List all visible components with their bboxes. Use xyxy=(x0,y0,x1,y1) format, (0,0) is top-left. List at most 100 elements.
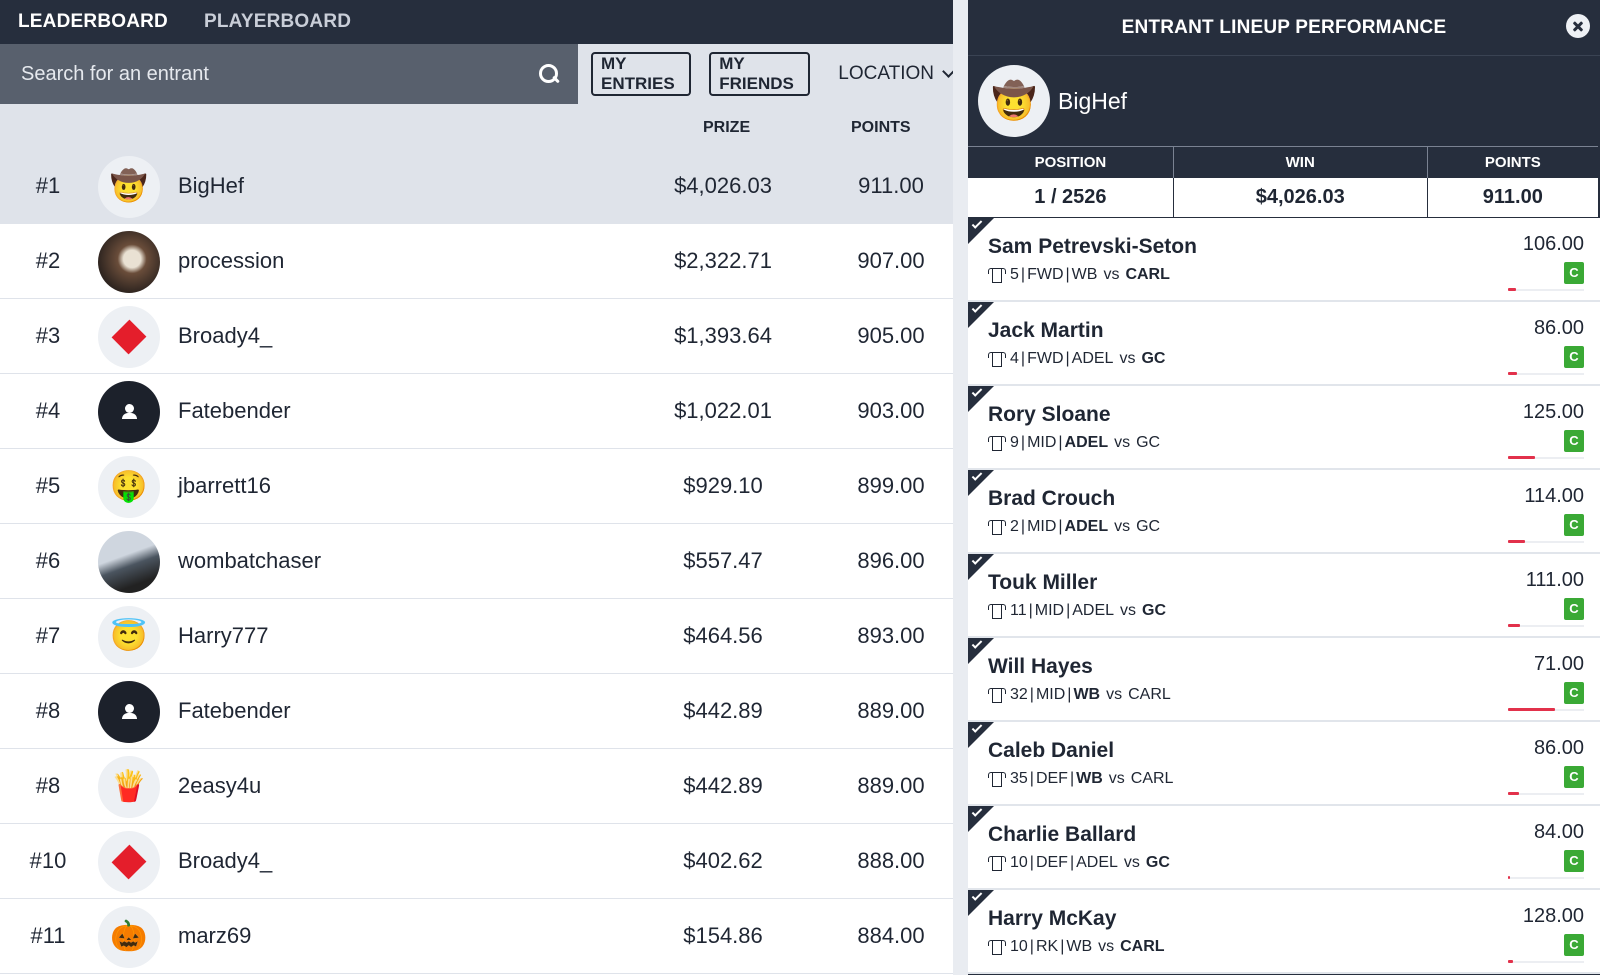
team-home: ADEL xyxy=(1064,433,1109,451)
avatar: 🤠 xyxy=(978,65,1050,137)
jersey-number: 10 xyxy=(1010,853,1028,871)
tab-playerboard[interactable]: PLAYERBOARD xyxy=(203,11,352,32)
team-home: WB xyxy=(1066,937,1093,955)
win-header: WIN xyxy=(1172,146,1428,178)
my-entries-button[interactable]: MY ENTRIES xyxy=(591,52,692,96)
leaderboard-row[interactable]: #1 🤠 BigHef $4,026.03 911.00 xyxy=(0,149,953,224)
points-value: 893.00 xyxy=(857,623,925,648)
player-row[interactable]: Touk Miller 11 | MID | ADEL vs GC 111.00 C xyxy=(968,553,1600,638)
leaderboard-row[interactable]: #6 wombatchaser $557.47 896.00 xyxy=(0,524,953,599)
vs-label: vs xyxy=(1114,517,1131,535)
filter-buttons: MY ENTRIES MY FRIENDS LOCATION xyxy=(578,44,953,104)
rank: #4 xyxy=(35,398,61,423)
player-row[interactable]: Jack Martin 4 | FWD | ADEL vs GC 86.00 C xyxy=(968,301,1600,386)
prize-value: $464.56 xyxy=(683,623,763,648)
jack-o-lantern-icon: 🎃 xyxy=(110,920,148,953)
rank: #11 xyxy=(30,923,66,948)
captain-badge: C xyxy=(1564,345,1584,368)
player-row[interactable]: Sam Petrevski-Seton 5 | FWD | WB vs CARL 106… xyxy=(968,217,1600,302)
leaderboard-row[interactable]: #11 🎃 marz69 $154.86 884.00 xyxy=(0,899,953,974)
player-info: 11 | MID | ADEL vs GC xyxy=(988,602,1166,620)
selected-corner xyxy=(968,301,994,328)
points-value: 889.00 xyxy=(857,773,925,798)
avatar: 🤑 xyxy=(98,456,160,518)
leaderboard-row[interactable]: #8 🍟 2easy4u $442.89 889.00 xyxy=(0,749,953,824)
leaderboard-row[interactable]: #8 Fatebender $442.89 889.00 xyxy=(0,674,953,749)
captain-badge: C xyxy=(1564,765,1584,788)
performance-bar-fill xyxy=(1508,372,1518,375)
entrant-name[interactable]: BigHef xyxy=(178,173,245,198)
entrant-name[interactable]: Fatebender xyxy=(178,698,291,723)
player-info: 10 | RK | WB vs CARL xyxy=(988,938,1165,956)
performance-bar xyxy=(1508,456,1584,459)
performance-bar xyxy=(1508,372,1584,375)
cowboy-face-icon: 🤠 xyxy=(110,170,148,203)
rank: #7 xyxy=(35,623,61,648)
prize-value: $154.86 xyxy=(683,923,763,948)
team-away: CARL xyxy=(1125,265,1170,283)
player-position: DEF xyxy=(1035,769,1068,787)
player-name: Jack Martin xyxy=(988,318,1104,342)
team-away: GC xyxy=(1142,601,1167,619)
leaderboard-row[interactable]: #10 Broady4_ $402.62 888.00 xyxy=(0,824,953,899)
team-home: ADEL xyxy=(1071,349,1114,367)
leaderboard-row[interactable]: #3 Broady4_ $1,393.64 905.00 xyxy=(0,299,953,374)
player-row[interactable]: Harry McKay 10 | RK | WB vs CARL 128.00 C xyxy=(968,889,1600,974)
location-dropdown[interactable]: LOCATION xyxy=(838,63,953,85)
player-row[interactable]: Will Hayes 32 | MID | WB vs CARL 71.00 C xyxy=(968,637,1600,722)
entrant-name[interactable]: wombatchaser xyxy=(178,548,322,573)
selected-corner xyxy=(968,553,994,580)
separator: | xyxy=(1029,769,1034,787)
entrant-name[interactable]: Harry777 xyxy=(178,623,269,648)
leaderboard-row[interactable]: #4 Fatebender $1,022.01 903.00 xyxy=(0,374,953,449)
selected-corner xyxy=(968,385,994,412)
search-icon[interactable] xyxy=(538,63,560,85)
entrant-name[interactable]: marz69 xyxy=(178,923,252,948)
leaderboard-row[interactable]: #7 😇 Harry777 $464.56 893.00 xyxy=(0,599,953,674)
points-value: 899.00 xyxy=(857,473,925,498)
prize-value: $4,026.03 xyxy=(674,173,772,198)
separator: | xyxy=(1060,937,1065,955)
team-away: GC xyxy=(1136,517,1161,535)
entrant-name: BigHef xyxy=(1058,87,1128,114)
player-points: 114.00 xyxy=(1524,484,1584,507)
team-away: CARL xyxy=(1128,685,1171,703)
separator: | xyxy=(1069,853,1075,871)
separator: | xyxy=(1029,853,1034,871)
player-info: 2 | MID | ADEL vs GC xyxy=(988,518,1160,536)
separator: | xyxy=(1058,517,1063,535)
search-input[interactable] xyxy=(21,62,538,86)
close-icon[interactable] xyxy=(1566,14,1590,38)
my-friends-button[interactable]: MY FRIENDS xyxy=(709,52,811,96)
player-name: Caleb Daniel xyxy=(988,738,1115,762)
separator: | xyxy=(1066,601,1071,619)
rank: #5 xyxy=(35,473,61,498)
player-row[interactable]: Rory Sloane 9 | MID | ADEL vs GC 125.00 C xyxy=(968,385,1600,470)
avatar xyxy=(98,231,160,293)
team-home: WB xyxy=(1073,685,1101,703)
entrant-name[interactable]: Broady4_ xyxy=(178,848,273,873)
entrant-name[interactable]: Broady4_ xyxy=(178,323,273,348)
user-icon xyxy=(121,704,137,720)
win-value: $4,026.03 xyxy=(1172,177,1428,217)
player-info: 35 | DEF | WB vs CARL xyxy=(988,770,1173,788)
leaderboard-row[interactable]: #5 🤑 jbarrett16 $929.10 899.00 xyxy=(0,449,953,524)
tab-leaderboard[interactable]: LEADERBOARD xyxy=(18,11,168,32)
entrant-name[interactable]: Fatebender xyxy=(178,398,291,423)
player-points: 125.00 xyxy=(1522,400,1584,423)
player-row[interactable]: Brad Crouch 2 | MID | ADEL vs GC 114.00 C xyxy=(968,469,1600,554)
points-value: 907.00 xyxy=(857,248,925,273)
halo-face-icon: 😇 xyxy=(110,620,148,653)
team-home: ADEL xyxy=(1064,517,1109,535)
entrant-name[interactable]: procession xyxy=(178,248,285,273)
player-name: Rory Sloane xyxy=(988,402,1111,426)
player-name: Touk Miller xyxy=(988,570,1098,594)
entrant-name[interactable]: 2easy4u xyxy=(178,773,262,798)
player-row[interactable]: Caleb Daniel 35 | DEF | WB vs CARL 86.00 C xyxy=(968,721,1600,806)
entrant-name[interactable]: jbarrett16 xyxy=(178,473,271,498)
team-away: GC xyxy=(1136,433,1161,451)
player-position: RK xyxy=(1035,937,1059,955)
leaderboard-row[interactable]: #2 procession $2,322.71 907.00 xyxy=(0,224,953,299)
entrant-summary: 🤠 BigHef xyxy=(968,56,1600,146)
player-row[interactable]: Charlie Ballard 10 | DEF | ADEL vs GC 84.00 C xyxy=(968,805,1600,890)
